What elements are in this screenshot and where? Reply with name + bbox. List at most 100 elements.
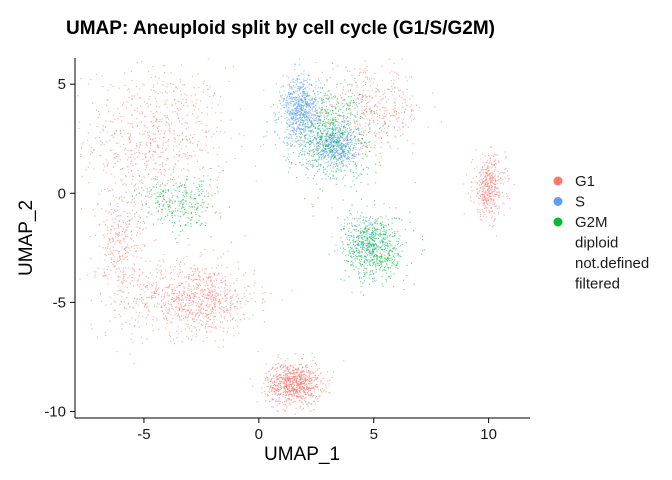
point-s (365, 257, 367, 259)
point-g1 (184, 296, 186, 298)
point-g1 (173, 297, 175, 300)
point-g1 (298, 378, 300, 381)
point-g1 (482, 181, 484, 183)
point-g1 (187, 326, 189, 328)
point-g1 (297, 384, 299, 386)
point-g1 (377, 123, 379, 125)
point-s (322, 127, 324, 129)
point-g1 (303, 387, 305, 389)
point-g1 (207, 285, 209, 287)
point-s (307, 103, 309, 106)
point-g1 (182, 308, 185, 311)
point-g1 (285, 391, 287, 393)
point-g1 (193, 273, 195, 275)
point-g1 (200, 308, 202, 311)
point-s (365, 249, 367, 251)
point-g1 (165, 315, 167, 317)
point-g1 (122, 281, 124, 283)
point-g1 (479, 175, 481, 177)
point-s (336, 139, 338, 142)
point-g1 (203, 296, 205, 298)
point-s (372, 245, 375, 247)
point-g1 (205, 149, 207, 151)
point-g1 (503, 214, 505, 216)
point-g1 (180, 281, 182, 284)
point-g1 (145, 303, 147, 305)
point-g1 (299, 379, 301, 382)
point-s (298, 111, 300, 113)
point-g1 (185, 304, 187, 306)
point-g1 (130, 104, 132, 106)
point-g1 (315, 384, 317, 386)
point-g1 (168, 300, 170, 302)
point-g1 (313, 400, 315, 402)
point-g1 (154, 137, 156, 139)
point-s (323, 156, 326, 158)
point-s (317, 101, 319, 103)
point-s (326, 143, 328, 146)
point-g1 (264, 301, 266, 303)
point-g1 (222, 346, 224, 348)
point-g1 (197, 305, 200, 307)
point-g1 (152, 112, 154, 115)
point-s (326, 158, 328, 160)
point-g1 (293, 372, 295, 374)
point-g1 (229, 284, 231, 287)
point-g1 (263, 382, 265, 385)
point-g1 (159, 137, 161, 139)
point-g1 (488, 192, 491, 194)
point-g1 (112, 253, 114, 255)
point-g1 (106, 268, 108, 271)
point-g1 (182, 118, 184, 120)
point-g1 (369, 123, 371, 125)
point-g1 (172, 289, 174, 291)
point-g1 (289, 393, 291, 395)
point-g1 (223, 281, 225, 283)
point-g1 (100, 154, 102, 157)
point-g1 (120, 215, 122, 217)
point-s (314, 114, 316, 116)
point-g1 (132, 209, 134, 211)
point-g1 (166, 294, 168, 296)
point-g1 (181, 308, 183, 310)
point-g1 (292, 391, 295, 393)
point-g1 (310, 379, 312, 382)
point-g1 (163, 142, 165, 144)
point-s (356, 243, 358, 246)
point-s (339, 157, 341, 159)
point-g1 (135, 85, 138, 87)
point-g1 (230, 297, 232, 299)
point-s (377, 245, 379, 247)
point-g1 (173, 90, 175, 92)
point-s (320, 150, 322, 153)
point-g1 (231, 296, 233, 298)
point-s (300, 87, 302, 89)
point-g1 (265, 400, 267, 402)
point-g1 (381, 65, 383, 68)
point-g1 (388, 141, 390, 143)
point-g1 (482, 198, 484, 200)
point-s (296, 114, 298, 117)
point-g1 (487, 183, 489, 185)
point-g1 (156, 127, 158, 129)
point-g1 (227, 320, 229, 322)
point-g1 (311, 395, 313, 397)
point-s (339, 129, 342, 131)
point-s (337, 144, 339, 146)
point-g1 (272, 406, 274, 408)
point-g1 (129, 220, 131, 222)
point-g1 (120, 179, 122, 181)
point-s (330, 155, 332, 157)
point-g1 (143, 284, 145, 286)
point-s (330, 138, 332, 141)
point-g1 (86, 274, 88, 276)
point-g1 (121, 246, 123, 248)
point-g1 (354, 125, 356, 127)
point-s (385, 215, 387, 217)
point-g1 (116, 259, 118, 261)
point-g1 (289, 404, 291, 406)
point-s (313, 159, 315, 161)
point-g1 (270, 379, 272, 381)
point-g1 (309, 373, 311, 375)
point-g1 (173, 287, 175, 289)
